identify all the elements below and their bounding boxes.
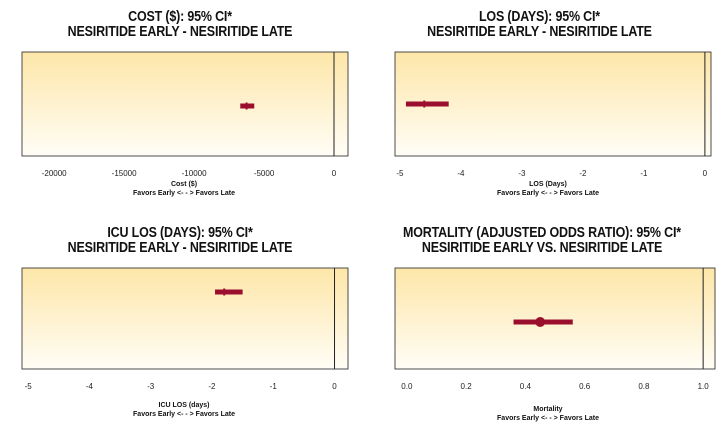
- los-chart-xnote: Favors Early <- - > Favors Late: [497, 190, 599, 197]
- mortality-chart-xlabel: Mortality: [533, 406, 563, 413]
- cost-chart-panel: COST ($): 95% CI* NESIRITIDE EARLY - NES…: [0, 0, 360, 212]
- x-tick-label: -2: [208, 382, 216, 391]
- los-chart-panel: LOS (DAYS): 95% CI* NESIRITIDE EARLY - N…: [360, 0, 719, 212]
- mortality-chart-title-line1: MORTALITY (ADJUSTED ODDS RATIO): 95% CI*: [403, 225, 681, 241]
- icu-los-chart-panel: ICU LOS (DAYS): 95% CI* NESIRITIDE EARLY…: [0, 212, 360, 425]
- point-estimate-marker: [535, 317, 546, 327]
- x-tick-label: -2: [579, 169, 587, 178]
- los-chart-xlabel: LOS (Days): [529, 181, 567, 188]
- confidence-interval-bar: [215, 289, 243, 295]
- x-tick-label: -3: [518, 169, 526, 178]
- x-tick-label: 0.6: [579, 382, 591, 391]
- x-tick-label: 0.4: [520, 382, 532, 391]
- x-tick-label: 0.2: [461, 382, 473, 391]
- point-estimate-marker: [245, 102, 248, 110]
- x-tick-label: -3: [147, 382, 155, 391]
- x-tick-label: -5000: [254, 169, 275, 178]
- icu-los-chart-xnote: Favors Early <- - > Favors Late: [133, 411, 235, 418]
- mortality-chart-title: MORTALITY (ADJUSTED ODDS RATIO): 95% CI*…: [390, 226, 694, 256]
- icu-los-chart-title-line2: NESIRITIDE EARLY - NESIRITIDE LATE: [67, 240, 293, 256]
- icu-los-chart-title-line1: ICU LOS (DAYS): 95% CI*: [107, 225, 253, 241]
- x-tick-label: -5: [25, 382, 33, 391]
- x-tick-label: 1.0: [698, 382, 710, 391]
- plot-area: [21, 51, 349, 157]
- mortality-chart-panel: MORTALITY (ADJUSTED ODDS RATIO): 95% CI*…: [360, 212, 719, 425]
- los-chart-title-line1: LOS (DAYS): 95% CI*: [478, 9, 600, 25]
- icu-los-chart-plot: -5 -4 -3 -2 -1 0: [21, 267, 349, 391]
- point-estimate-marker: [423, 100, 426, 108]
- cost-chart-plot: -20000 -15000 -10000 -5000 0: [21, 51, 349, 178]
- los-chart-title-line2: NESIRITIDE EARLY - NESIRITIDE LATE: [427, 24, 652, 40]
- plot-area: [394, 267, 716, 370]
- point-estimate-marker: [223, 288, 226, 296]
- x-tick-label: 0.8: [638, 382, 650, 391]
- cost-chart-title-line2: NESIRITIDE EARLY - NESIRITIDE LATE: [67, 24, 293, 40]
- x-tick-label: -15000: [112, 169, 137, 178]
- x-tick-label: -4: [86, 382, 94, 391]
- plot-area: [21, 267, 349, 370]
- cost-chart-xlabel: Cost ($): [170, 181, 198, 188]
- x-tick-label: 0: [703, 169, 708, 178]
- x-tick-label: -5: [396, 169, 404, 178]
- cost-chart-title-line1: COST ($): 95% CI*: [128, 9, 232, 25]
- x-tick-label: -1: [640, 169, 648, 178]
- x-tick-label: -10000: [182, 169, 207, 178]
- confidence-interval-bar: [405, 101, 449, 107]
- x-tick-label: 0: [332, 382, 337, 391]
- mortality-chart-title-line2: NESIRITIDE EARLY VS. NESIRITIDE LATE: [421, 240, 663, 256]
- x-tick-label: 0.0: [401, 382, 413, 391]
- los-chart-plot: -5 -4 -3 -2 -1 0: [394, 51, 712, 178]
- icu-los-chart-title: ICU LOS (DAYS): 95% CI* NESIRITIDE EARLY…: [25, 226, 335, 256]
- x-tick-label: -4: [457, 169, 465, 178]
- los-chart-title: LOS (DAYS): 95% CI* NESIRITIDE EARLY - N…: [385, 10, 694, 40]
- mortality-chart-xnote: Favors Early <- - > Favors Late: [497, 415, 599, 422]
- x-tick-label: -20000: [42, 169, 67, 178]
- x-tick-label: -1: [270, 382, 278, 391]
- icu-los-chart-xlabel: ICU LOS (days): [158, 402, 210, 409]
- cost-chart-title: COST ($): 95% CI* NESIRITIDE EARLY - NES…: [25, 10, 335, 40]
- x-tick-label: 0: [332, 169, 337, 178]
- mortality-chart-plot: 0.0 0.2 0.4 0.6 0.8 1.0: [394, 267, 716, 391]
- cost-chart-xnote: Favors Early <- - > Favors Late: [133, 190, 235, 197]
